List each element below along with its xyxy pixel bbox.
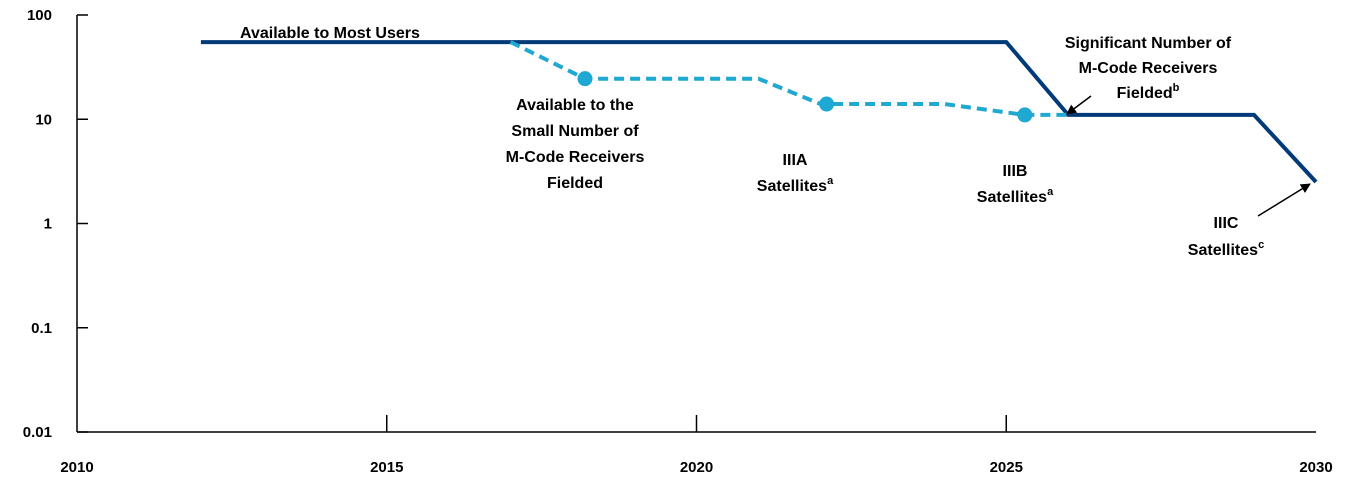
annotation-line: Fielded [547, 175, 603, 192]
series-marker [1017, 107, 1033, 123]
series-marker [819, 96, 835, 112]
annotation-line: Satellites [1188, 242, 1258, 259]
annotation-line: Fielded [1117, 85, 1173, 102]
annotation-superscript: a [827, 175, 834, 187]
y-tick-label: 100 [27, 7, 52, 24]
series-marker [577, 71, 593, 87]
arrow-iiic [1257, 183, 1311, 217]
arrow-significant [1066, 95, 1092, 115]
annotation-superscript: a [1047, 186, 1054, 198]
annotation-line: M-Code Receivers [1079, 60, 1218, 77]
annotation-small-number: Available to the Small Number of M-Code Re… [506, 97, 645, 192]
y-tick-label: 10 [35, 111, 52, 128]
annotation-line: M-Code Receivers [506, 149, 645, 166]
annotation-superscript: b [1173, 82, 1180, 94]
series-layer [200, 40, 1318, 184]
y-tick-label: 0.01 [23, 424, 52, 441]
annotation-line: IIIA [783, 152, 808, 169]
solid-series-line [200, 40, 1318, 184]
annotation-line: Satellites [757, 178, 827, 195]
x-tick-label: 2025 [990, 459, 1023, 476]
annotation-line: Satellites [977, 189, 1047, 206]
x-tick-label: 2010 [60, 459, 93, 476]
x-tick-label: 2015 [370, 459, 403, 476]
annotation-most-users: Available to Most Users [240, 25, 420, 42]
annotation-line: IIIC [1214, 215, 1239, 232]
y-tick-label: 1 [44, 216, 52, 233]
annotation-iiib: IIIB Satellitesa [977, 163, 1054, 206]
x-tick-label: 2020 [680, 459, 713, 476]
annotation-line: Small Number of [511, 123, 639, 140]
y-tick-label: 0.1 [31, 320, 52, 337]
annotation-line: Available to Most Users [240, 25, 420, 42]
annotation-line: Significant Number of [1065, 35, 1232, 52]
axes: 100 10 1 0.1 0.01 2010 2015 2020 2025 2030 [23, 7, 1333, 476]
annotation-significant: Significant Number of M-Code Receivers Fie… [1065, 35, 1232, 102]
annotation-iiia: IIIA Satellitesa [757, 152, 834, 195]
annotation-layer: Available to Most Users Available to the S… [240, 25, 1311, 259]
annotation-superscript: c [1258, 239, 1264, 251]
annotation-iiic: IIIC Satellitesc [1188, 215, 1264, 259]
annotation-line: IIIB [1003, 163, 1028, 180]
annotation-line: Available to the [516, 97, 634, 114]
x-tick-label: 2030 [1299, 459, 1332, 476]
